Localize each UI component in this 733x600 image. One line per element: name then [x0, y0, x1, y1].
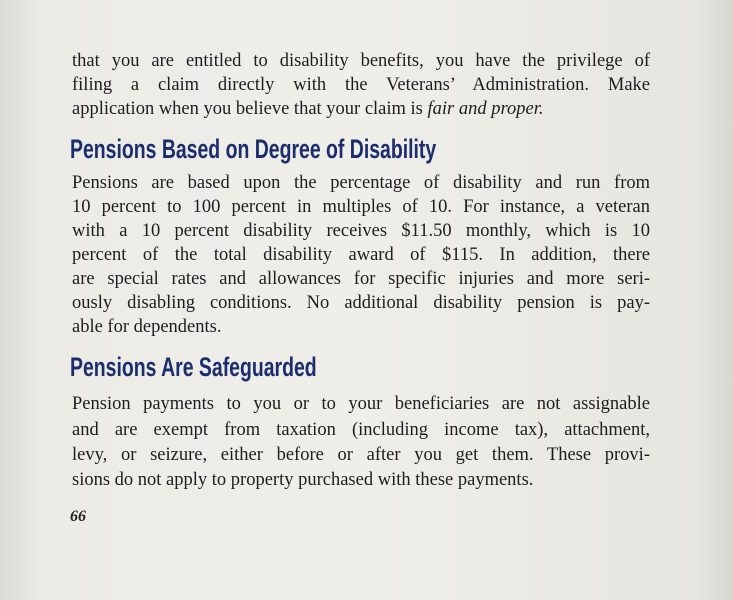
text-line: sions do not apply to property purchased…	[72, 470, 534, 490]
text-line: Pension payments to you or to your benef…	[72, 394, 650, 414]
section-heading: Pensions Based on Degree of Disability	[70, 134, 437, 164]
text-line: levy, or seizure, either before or after…	[72, 445, 650, 465]
text-line: with a 10 percent disability receives $1…	[72, 221, 650, 241]
text-line: 10 percent to 100 percent in multiples o…	[72, 197, 650, 217]
text-line: able for dependents.	[72, 317, 222, 337]
text-line: percent of the total disability award of…	[72, 245, 650, 265]
text-line: Pensions are based upon the percentage o…	[72, 173, 650, 193]
text-span: application when you believe that your c…	[72, 99, 428, 119]
text-line: and are exempt from taxation (including …	[72, 420, 650, 440]
text-line: are special rates and allowances for spe…	[72, 269, 650, 289]
section-heading: Pensions Are Safeguarded	[70, 352, 317, 382]
page-number: 66	[70, 508, 86, 525]
emphasis-text: fair and proper.	[427, 99, 544, 119]
text-line: that you are entitled to disability bene…	[72, 51, 650, 71]
text-line: filing a claim directly with the Veteran…	[72, 75, 650, 95]
text-line: ously disabling conditions. No additiona…	[72, 293, 650, 313]
text-line: application when you believe that your c…	[72, 98, 650, 120]
